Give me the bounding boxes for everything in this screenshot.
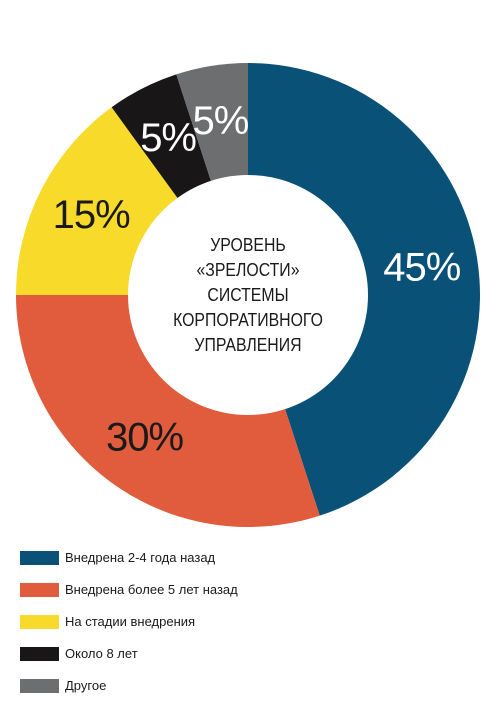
legend-item-other: Другое: [20, 676, 480, 708]
center-title-line-4: КОРПОРАТИВНОГО: [173, 310, 323, 330]
legend-label: Внедрена более 5 лет назад: [65, 582, 238, 597]
donut-chart: 45%30%15%5%5%: [16, 63, 481, 528]
legend-label: Другое: [65, 678, 107, 693]
chart-legend: Внедрена 2-4 года назад Внедрена более 5…: [20, 548, 480, 708]
legend-swatch: [20, 583, 59, 597]
slice-label-in-implementation: 15%: [53, 193, 130, 237]
legend-item-implemented-2-4-years: Внедрена 2-4 года назад: [20, 548, 480, 580]
legend-label: На стадии внедрения: [65, 614, 196, 629]
center-title-line-1: УРОВЕНЬ: [210, 235, 286, 255]
legend-item-implemented-over-5-years: Внедрена более 5 лет назад: [20, 580, 480, 612]
legend-label: Около 8 лет: [65, 646, 138, 661]
donut-hole: [128, 175, 368, 415]
center-title-line-2: «ЗРЕЛОСТИ»: [196, 260, 300, 280]
chart-slice-labels: 45%30%15%5%5%: [53, 99, 462, 459]
slice-label-other: 5%: [193, 99, 249, 143]
legend-item-about-8-years: Около 8 лет: [20, 644, 480, 676]
legend-swatch: [20, 615, 59, 629]
legend-swatch: [20, 679, 59, 693]
center-title-line-5: УПРАВЛЕНИЯ: [194, 335, 302, 355]
slice-label-implemented-over-5-years: 30%: [106, 415, 183, 459]
center-title-line-3: СИСТЕМЫ: [207, 285, 289, 305]
slice-label-about-8-years: 5%: [140, 116, 196, 160]
legend-label: Внедрена 2-4 года назад: [65, 550, 216, 565]
legend-item-in-implementation: На стадии внедрения: [20, 612, 480, 644]
legend-swatch: [20, 647, 59, 661]
slice-label-implemented-2-4-years: 45%: [383, 245, 460, 289]
legend-swatch: [20, 551, 59, 565]
center-title: УРОВЕНЬ «ЗРЕЛОСТИ» СИСТЕМЫ КОРПОРАТИВНОГ…: [160, 233, 336, 358]
